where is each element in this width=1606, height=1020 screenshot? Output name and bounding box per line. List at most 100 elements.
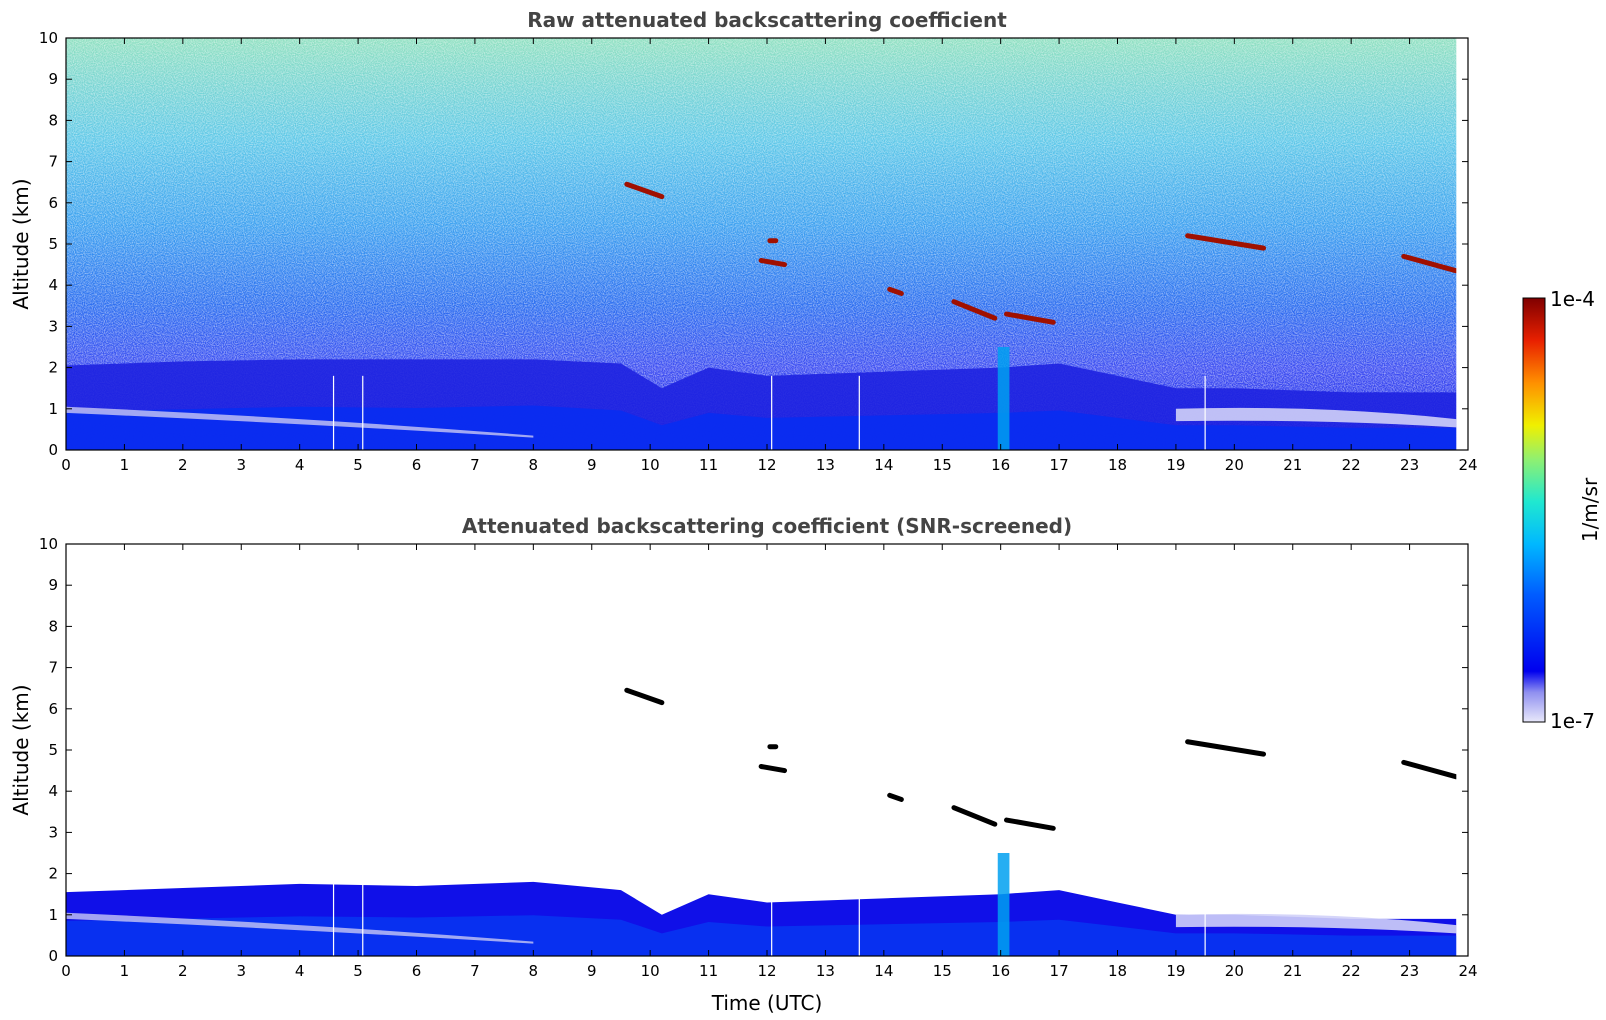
top-y-axis-label: Altitude (km) [9,178,33,309]
top-cloud-layer [887,286,904,296]
bottom-y-tick-label: 7 [48,659,58,677]
x-axis-label: Time (UTC) [711,991,823,1015]
top-x-tick-label: 14 [874,456,893,474]
top-x-tick-label: 2 [178,456,188,474]
top-y-tick-label: 2 [48,359,58,377]
top-x-tick-label: 20 [1225,456,1244,474]
bottom-x-tick-label: 21 [1283,962,1302,980]
bottom-y-tick-label: 5 [48,741,58,759]
bottom-cloud-layer [951,805,998,827]
top-cloud-layer [1185,233,1267,251]
bottom-x-tick-label: 5 [353,962,363,980]
bottom-y-tick-label: 4 [48,782,58,800]
bottom-evening-layer [1175,913,1457,934]
bottom-x-tick-label: 2 [178,962,188,980]
bottom-x-tick-label: 13 [816,962,835,980]
colorbar-max-label: 1e-4 [1550,287,1595,311]
top-x-tick-label: 10 [641,456,660,474]
bottom-cloud-layer [1185,739,1267,757]
top-x-tick-label: 6 [412,456,422,474]
bottom-boundary-layer-core [66,915,1457,956]
top-x-tick-label: 7 [470,456,480,474]
top-cloud-layer [1004,311,1056,325]
top-x-tick-label: 3 [236,456,246,474]
colorbar-min-label: 1e-7 [1550,709,1595,733]
top-convective-plume [997,347,1010,450]
top-x-tick-label: 17 [1050,456,1069,474]
top-x-tick-label: 12 [757,456,776,474]
bottom-x-tick-label: 19 [1166,962,1185,980]
top-cloud-layer [758,257,788,268]
top-y-tick-label: 5 [48,235,58,253]
bottom-x-tick-label: 22 [1342,962,1361,980]
bottom-x-tick-label: 9 [587,962,597,980]
bottom-y-tick-label: 2 [48,865,58,883]
bottom-cloud-layer [1004,817,1056,831]
bottom-x-tick-label: 18 [1108,962,1127,980]
bottom-x-tick-label: 17 [1050,962,1069,980]
bottom-x-tick-label: 10 [641,962,660,980]
top-x-tick-label: 4 [295,456,305,474]
top-y-tick-label: 10 [39,29,58,47]
bottom-x-tick-label: 20 [1225,962,1244,980]
bottom-x-tick-label: 24 [1458,962,1477,980]
bottom-cloud-layer [887,792,904,802]
top-aerosol-band [66,406,534,438]
bottom-convective-plume [997,853,1010,956]
top-x-tick-label: 11 [699,456,718,474]
bottom-x-tick-label: 15 [933,962,952,980]
bottom-x-tick-label: 6 [412,962,422,980]
top-cloud-layer [951,299,998,321]
top-x-tick-label: 19 [1166,456,1185,474]
top-x-tick-label: 23 [1400,456,1419,474]
bottom-x-tick-label: 7 [470,962,480,980]
top-x-tick-label: 5 [353,456,363,474]
top-cloud-layer [1401,253,1459,274]
top-y-tick-label: 3 [48,317,58,335]
top-x-tick-label: 9 [587,456,597,474]
top-x-tick-label: 15 [933,456,952,474]
bottom-x-tick-label: 16 [991,962,1010,980]
top-heatmap [66,38,1468,450]
bottom-x-tick-label: 11 [699,962,718,980]
colorbar-unit-label: 1/m/sr [1578,477,1602,542]
top-y-tick-label: 6 [48,194,58,212]
bottom-cloud-layer [758,763,788,774]
bottom-heatmap [66,544,1468,956]
top-boundary-layer-core [66,405,1457,450]
top-x-tick-label: 18 [1108,456,1127,474]
bottom-y-tick-label: 8 [48,617,58,635]
bottom-y-tick-label: 0 [48,947,58,965]
bottom-chart-title: Attenuated backscattering coefficient (S… [462,514,1072,538]
bottom-y-tick-label: 3 [48,823,58,841]
top-x-tick-label: 21 [1283,456,1302,474]
top-x-tick-label: 22 [1342,456,1361,474]
top-chart-title: Raw attenuated backscattering coefficien… [527,8,1007,32]
bottom-x-tick-label: 12 [757,962,776,980]
bottom-x-tick-label: 14 [874,962,893,980]
top-y-tick-label: 0 [48,441,58,459]
top-y-tick-label: 7 [48,153,58,171]
top-x-tick-label: 16 [991,456,1010,474]
top-x-tick-label: 0 [61,456,71,474]
bottom-x-tick-label: 3 [236,962,246,980]
top-y-tick-label: 8 [48,111,58,129]
top-cloud-layer [624,181,665,200]
top-x-tick-label: 13 [816,456,835,474]
bottom-y-axis-label: Altitude (km) [9,684,33,815]
top-x-tick-label: 24 [1458,456,1477,474]
bottom-x-tick-label: 4 [295,962,305,980]
top-y-tick-label: 9 [48,70,58,88]
colorbar-gradient [1522,297,1546,723]
bottom-x-tick-label: 1 [120,962,130,980]
bottom-cloud-layer [1401,759,1459,780]
bottom-x-tick-label: 23 [1400,962,1419,980]
top-evening-layer [1175,407,1457,428]
bottom-y-tick-label: 9 [48,576,58,594]
bottom-x-tick-label: 0 [61,962,71,980]
bottom-cloud-layer [624,687,665,706]
top-x-tick-label: 1 [120,456,130,474]
top-y-tick-label: 1 [48,400,58,418]
top-y-tick-label: 4 [48,276,58,294]
